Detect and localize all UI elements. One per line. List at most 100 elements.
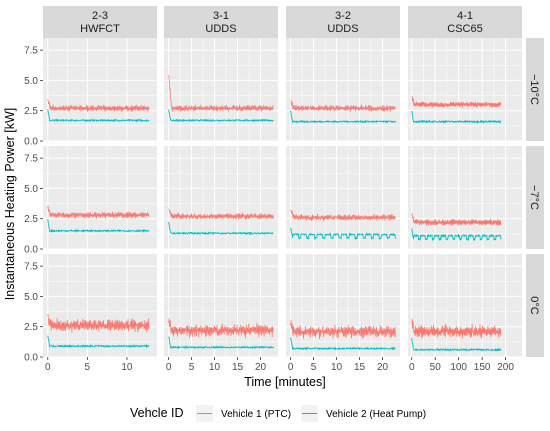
x-tick-label: 20 bbox=[377, 362, 389, 373]
y-tick-label: 0.0 bbox=[24, 353, 38, 364]
series-line-hp bbox=[411, 110, 502, 124]
x-tick-label: 5 bbox=[189, 362, 195, 373]
panel-background bbox=[408, 38, 522, 141]
x-tick-label: 15 bbox=[354, 362, 366, 373]
series-line-ptc bbox=[47, 205, 150, 219]
series-line-hp bbox=[47, 109, 150, 123]
panel bbox=[286, 254, 400, 358]
panel bbox=[164, 38, 278, 142]
panel-background bbox=[286, 38, 400, 141]
row-strip-label: 0°C bbox=[528, 296, 540, 315]
row-strip bbox=[526, 254, 544, 357]
y-tick-label: 7.5 bbox=[24, 154, 38, 165]
x-tick-label: 5 bbox=[311, 362, 317, 373]
panel-background bbox=[164, 38, 278, 141]
panel bbox=[43, 254, 157, 358]
x-tick-label: 5 bbox=[85, 362, 91, 373]
series-line-ptc bbox=[47, 99, 150, 113]
legend-label-ptc: Vehicle 1 (PTC) bbox=[221, 409, 291, 420]
x-tick-label: 0 bbox=[288, 362, 294, 373]
panel bbox=[408, 254, 522, 358]
series-line-hp bbox=[47, 219, 150, 233]
series-line-ptc bbox=[168, 74, 274, 112]
series-line-ptc bbox=[47, 314, 150, 333]
y-tick-label: 5.0 bbox=[24, 292, 38, 303]
y-tick-label: 7.5 bbox=[24, 262, 38, 273]
series-line-hp bbox=[411, 338, 502, 352]
y-tick-label: 0.0 bbox=[24, 245, 38, 256]
column-strip-4-1 bbox=[408, 6, 522, 38]
column-strip-3-2 bbox=[286, 6, 400, 38]
x-tick-label: 10 bbox=[209, 362, 221, 373]
panel bbox=[164, 254, 278, 358]
series-line-hp bbox=[168, 109, 274, 123]
legend-label-hp: Vehicle 2 (Heat Pump) bbox=[326, 409, 426, 420]
legend: Vehcle ID Vehicle 1 (PTC) Vehicle 2 (Hea… bbox=[130, 405, 426, 422]
series-line-ptc bbox=[290, 209, 396, 222]
x-tick-label: 50 bbox=[430, 362, 442, 373]
panel bbox=[408, 146, 522, 250]
series-line-hp bbox=[290, 227, 396, 241]
x-tick-label: 150 bbox=[474, 362, 491, 373]
series-line-ptc bbox=[411, 318, 502, 339]
row-strip bbox=[526, 146, 544, 249]
y-tick-label: 5.0 bbox=[24, 76, 38, 87]
series-line-ptc bbox=[168, 208, 274, 221]
series-line-ptc bbox=[290, 99, 396, 112]
column-strip-label-top: 3-1 bbox=[213, 10, 229, 22]
y-tick-label: 7.5 bbox=[24, 46, 38, 57]
panel-background bbox=[286, 254, 400, 357]
y-tick-label: 0.0 bbox=[24, 137, 38, 148]
series-line-hp bbox=[411, 228, 502, 242]
panel-background bbox=[43, 146, 157, 249]
series-line-hp bbox=[168, 336, 274, 350]
panel-background bbox=[286, 146, 400, 249]
x-tick-label: 200 bbox=[497, 362, 514, 373]
x-tick-label: 10 bbox=[331, 362, 343, 373]
panel-background bbox=[164, 254, 278, 357]
series-line-ptc bbox=[290, 319, 396, 340]
row-strip bbox=[526, 38, 544, 141]
panel-background bbox=[408, 146, 522, 249]
y-tick-label: 2.5 bbox=[24, 322, 38, 333]
column-strip-label-bottom: CSC65 bbox=[447, 23, 482, 35]
panel-grid: 2-3HWFCT3-1UDDS3-2UDDS4-1CSC65−10°C−7°C0… bbox=[24, 6, 544, 373]
series-line-hp bbox=[290, 110, 396, 124]
column-strip-label-top: 2-3 bbox=[92, 10, 108, 22]
panel bbox=[286, 38, 400, 142]
column-strip-label-bottom: UDDS bbox=[327, 23, 358, 35]
x-tick-label: 0 bbox=[409, 362, 415, 373]
column-strip-3-1 bbox=[164, 6, 278, 38]
y-tick-label: 2.5 bbox=[24, 214, 38, 225]
series-line-hp bbox=[290, 337, 396, 351]
legend-title: Vehcle ID bbox=[130, 406, 184, 420]
column-strip-2-3 bbox=[43, 6, 157, 38]
y-tick-label: 5.0 bbox=[24, 184, 38, 195]
panel-background bbox=[164, 146, 278, 249]
x-tick-label: 10 bbox=[121, 362, 133, 373]
x-axis-title: Time [minutes] bbox=[244, 375, 326, 389]
y-tick-label: 2.5 bbox=[24, 106, 38, 117]
series-line-ptc bbox=[411, 213, 502, 226]
row-strip-label: −7°C bbox=[528, 185, 540, 210]
panel-background bbox=[43, 38, 157, 141]
x-tick-label: 20 bbox=[255, 362, 267, 373]
x-tick-label: 15 bbox=[232, 362, 244, 373]
column-strip-label-top: 4-1 bbox=[457, 10, 473, 22]
x-tick-label: 100 bbox=[450, 362, 467, 373]
series-line-ptc bbox=[168, 318, 274, 339]
panel-background bbox=[408, 254, 522, 357]
y-axis-title: Instantaneous Heating Power [kW] bbox=[3, 108, 17, 300]
series-line-ptc bbox=[411, 96, 502, 109]
panel bbox=[43, 146, 157, 250]
panel bbox=[43, 38, 157, 142]
series-line-hp bbox=[168, 222, 274, 236]
panel-background bbox=[43, 254, 157, 357]
column-strip-label-bottom: UDDS bbox=[205, 23, 236, 35]
panel bbox=[408, 38, 522, 142]
x-tick-label: 0 bbox=[166, 362, 172, 373]
row-strip-label: −10°C bbox=[528, 74, 540, 105]
x-tick-label: 0 bbox=[45, 362, 51, 373]
